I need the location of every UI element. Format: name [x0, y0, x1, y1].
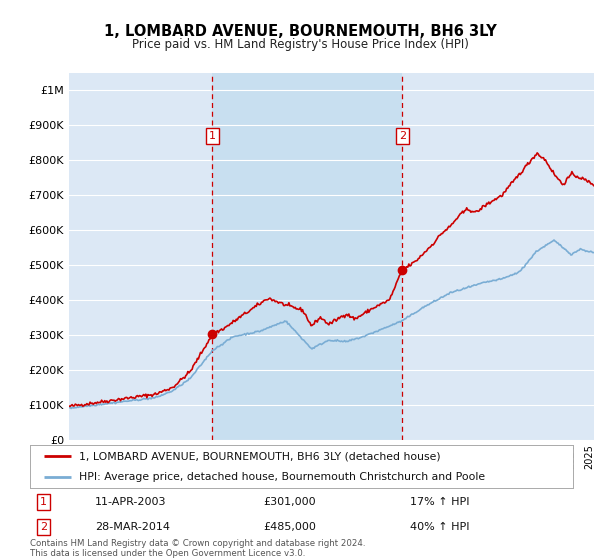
Text: £301,000: £301,000: [263, 497, 316, 507]
Text: Contains HM Land Registry data © Crown copyright and database right 2024.
This d: Contains HM Land Registry data © Crown c…: [30, 539, 365, 558]
Text: 28-MAR-2014: 28-MAR-2014: [95, 522, 170, 533]
Text: 2: 2: [40, 522, 47, 533]
Text: 1: 1: [209, 130, 216, 141]
Text: £485,000: £485,000: [263, 522, 316, 533]
Text: 17% ↑ HPI: 17% ↑ HPI: [410, 497, 470, 507]
Text: 40% ↑ HPI: 40% ↑ HPI: [410, 522, 470, 533]
Text: 1, LOMBARD AVENUE, BOURNEMOUTH, BH6 3LY: 1, LOMBARD AVENUE, BOURNEMOUTH, BH6 3LY: [104, 24, 496, 39]
Text: 1: 1: [40, 497, 47, 507]
Text: Price paid vs. HM Land Registry's House Price Index (HPI): Price paid vs. HM Land Registry's House …: [131, 38, 469, 50]
Text: 11-APR-2003: 11-APR-2003: [95, 497, 167, 507]
Text: 2: 2: [398, 130, 406, 141]
Bar: [212, 73, 402, 440]
Text: 1, LOMBARD AVENUE, BOURNEMOUTH, BH6 3LY (detached house): 1, LOMBARD AVENUE, BOURNEMOUTH, BH6 3LY …: [79, 451, 440, 461]
Text: HPI: Average price, detached house, Bournemouth Christchurch and Poole: HPI: Average price, detached house, Bour…: [79, 472, 485, 482]
